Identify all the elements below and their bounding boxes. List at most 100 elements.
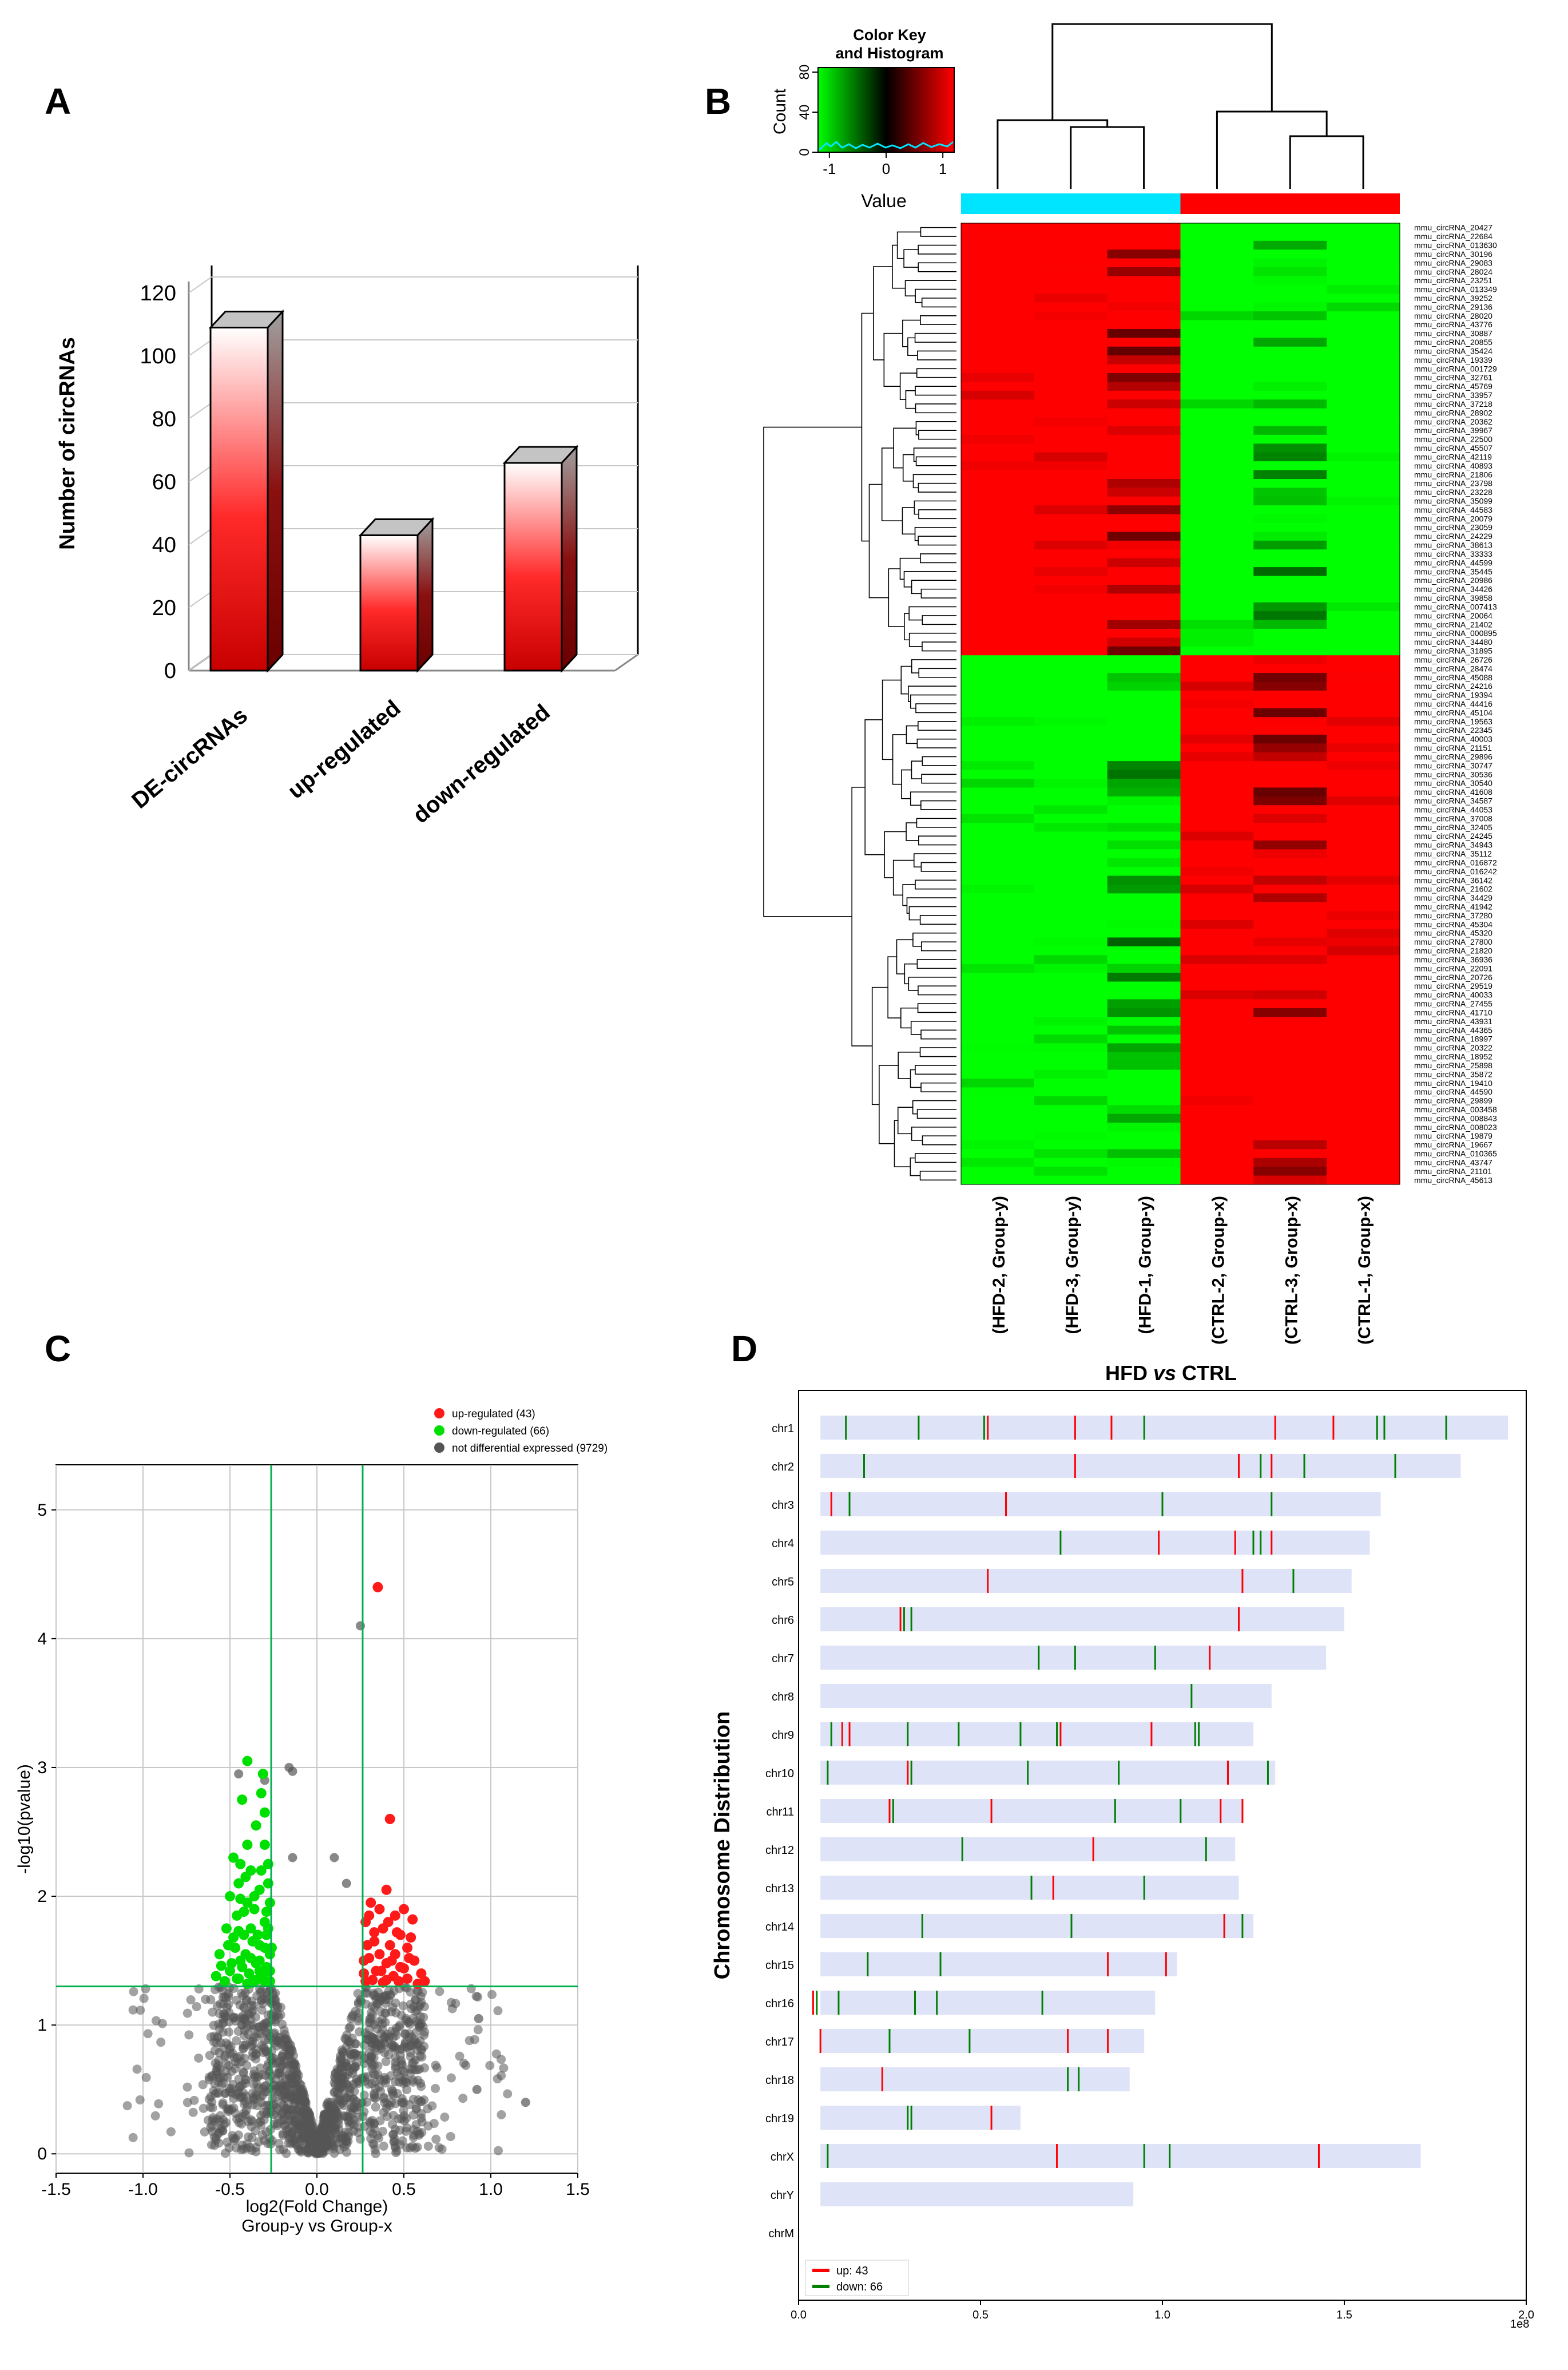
b-row-label: mmu_circRNA_34943 bbox=[1414, 841, 1492, 850]
b-heatmap-cell bbox=[1107, 1017, 1181, 1027]
b-heatmap-cell bbox=[1107, 532, 1181, 541]
b-heatmap-cell bbox=[1107, 426, 1181, 435]
b-row-dendro-branch bbox=[881, 447, 903, 521]
b-heatmap-cell bbox=[1327, 1061, 1400, 1071]
b-heatmap-cell bbox=[1180, 664, 1254, 673]
c-up-point bbox=[369, 1927, 380, 1938]
b-heatmap-cell bbox=[1107, 752, 1181, 762]
b-heatmap-cell bbox=[961, 1043, 1035, 1053]
c-ns-point bbox=[326, 2107, 336, 2117]
b-row-label: mmu_circRNA_016872 bbox=[1414, 858, 1497, 867]
b-heatmap-cell bbox=[1327, 955, 1400, 965]
b-heatmap-cell bbox=[1034, 708, 1108, 718]
b-heatmap-cell bbox=[1034, 461, 1108, 471]
b-heatmap-cell bbox=[1327, 514, 1400, 524]
b-heatmap-cell bbox=[1253, 478, 1327, 488]
c-ns-point bbox=[257, 2130, 267, 2139]
d-chromosome-bar bbox=[820, 2029, 1145, 2053]
c-ns-point bbox=[182, 2098, 192, 2107]
b-heatmap-cell bbox=[1327, 761, 1400, 771]
b-row-label: mmu_circRNA_21101 bbox=[1414, 1167, 1492, 1176]
a-bar-front bbox=[359, 534, 419, 672]
c-x-tick-label: -1.5 bbox=[41, 2180, 71, 2199]
c-ns-point bbox=[166, 2127, 176, 2137]
c-y-tick-label: 2 bbox=[37, 1887, 47, 1906]
panel-label-a: A bbox=[45, 81, 72, 122]
b-heatmap-cell bbox=[1327, 549, 1400, 559]
b-heatmap-cell bbox=[961, 240, 1035, 250]
b-heatmap-cell bbox=[1253, 267, 1327, 277]
c-ns-point bbox=[388, 2129, 398, 2139]
b-heatmap-cell bbox=[1107, 399, 1181, 409]
b-row-dendro-branch bbox=[918, 721, 956, 731]
b-heatmap-cell bbox=[1107, 708, 1181, 718]
b-row-label: mmu_circRNA_010365 bbox=[1414, 1149, 1497, 1158]
c-ns-point bbox=[408, 2133, 418, 2142]
b-heatmap-cell bbox=[1180, 1052, 1254, 1061]
b-heatmap-cell bbox=[1327, 611, 1400, 621]
b-row-dendro-branch bbox=[912, 932, 956, 947]
c-down-point bbox=[256, 1865, 267, 1876]
b-row-dendro-branch bbox=[896, 231, 921, 259]
c-ns-point bbox=[194, 2053, 204, 2063]
c-ns-point bbox=[192, 2002, 201, 2012]
b-heatmap-cell bbox=[1034, 823, 1108, 833]
b-heatmap-cell bbox=[961, 294, 1035, 303]
b-row-dendro-branch bbox=[868, 483, 889, 599]
b-heatmap-cell bbox=[1180, 920, 1254, 929]
b-heatmap-cell bbox=[1107, 884, 1181, 894]
b-heatmap-cell bbox=[1253, 1105, 1327, 1115]
b-heatmap-cell bbox=[1034, 920, 1108, 929]
c-ns-point bbox=[485, 2060, 495, 2070]
b-heatmap-cell bbox=[1107, 1149, 1181, 1159]
b-row-dendro-branch bbox=[882, 679, 902, 760]
d-chromosome-label: chr9 bbox=[772, 1729, 794, 1742]
c-ns-point bbox=[376, 2086, 386, 2096]
b-heatmap-cell bbox=[1180, 1131, 1254, 1141]
b-heatmap-cell bbox=[1253, 311, 1327, 321]
c-up-points bbox=[359, 1582, 430, 1989]
c-ns-point bbox=[288, 1853, 297, 1862]
b-heatmap-cell bbox=[1107, 1025, 1181, 1035]
b-heatmap-cell bbox=[1180, 611, 1254, 621]
b-heatmap-cell bbox=[1253, 690, 1327, 700]
b-heatmap-cell bbox=[1253, 276, 1327, 286]
b-column-label: (CTRL-3, Group-x) bbox=[1282, 1196, 1301, 1345]
b-heatmap-cell bbox=[1180, 1043, 1254, 1053]
b-row-dendro-branch bbox=[912, 1100, 956, 1115]
b-heatmap-cell bbox=[1327, 1140, 1400, 1150]
c-up-point bbox=[362, 1940, 373, 1951]
c-legend: up-regulated (43) down-regulated (66) not … bbox=[434, 1408, 608, 1455]
b-heatmap-cell bbox=[961, 805, 1035, 815]
d-chromosome-label: chr18 bbox=[765, 2074, 794, 2087]
c-ns-point bbox=[493, 2006, 503, 2016]
c-ns-point bbox=[455, 2051, 465, 2061]
b-heatmap-cell bbox=[1107, 1061, 1181, 1071]
c-ns-point bbox=[334, 2124, 343, 2134]
c-ns-point bbox=[206, 2123, 216, 2133]
b-row-dendro-branch bbox=[922, 1135, 956, 1146]
b-heatmap-cell bbox=[1107, 408, 1181, 418]
b-heatmap-cell bbox=[1253, 488, 1327, 497]
c-ns-point bbox=[285, 2040, 295, 2050]
b-row-label: mmu_circRNA_001729 bbox=[1414, 364, 1497, 373]
c-ns-point bbox=[370, 2118, 379, 2128]
b-heatmap-cell bbox=[1327, 576, 1400, 585]
b-heatmap-cell bbox=[1034, 973, 1108, 982]
b-heatmap-cell bbox=[1253, 893, 1327, 903]
b-heatmap-cell bbox=[1107, 1167, 1181, 1176]
b-heatmap-cell bbox=[1107, 673, 1181, 683]
b-heatmap-cell bbox=[1107, 267, 1181, 277]
c-ns-point bbox=[280, 2059, 290, 2068]
b-heatmap-cell bbox=[1107, 593, 1181, 603]
c-ns-point bbox=[288, 1766, 297, 1776]
a-bar-side bbox=[267, 309, 284, 673]
b-row-label: mmu_circRNA_34587 bbox=[1414, 796, 1492, 806]
b-heatmap-cell bbox=[1034, 752, 1108, 762]
c-up-point bbox=[390, 1910, 400, 1921]
c-up-point bbox=[393, 1976, 404, 1987]
b-heatmap-cell bbox=[961, 417, 1035, 427]
b-heatmap-cell bbox=[1327, 1017, 1400, 1027]
b-heatmap-cell bbox=[961, 496, 1035, 506]
b-heatmap-cell bbox=[1180, 478, 1254, 488]
